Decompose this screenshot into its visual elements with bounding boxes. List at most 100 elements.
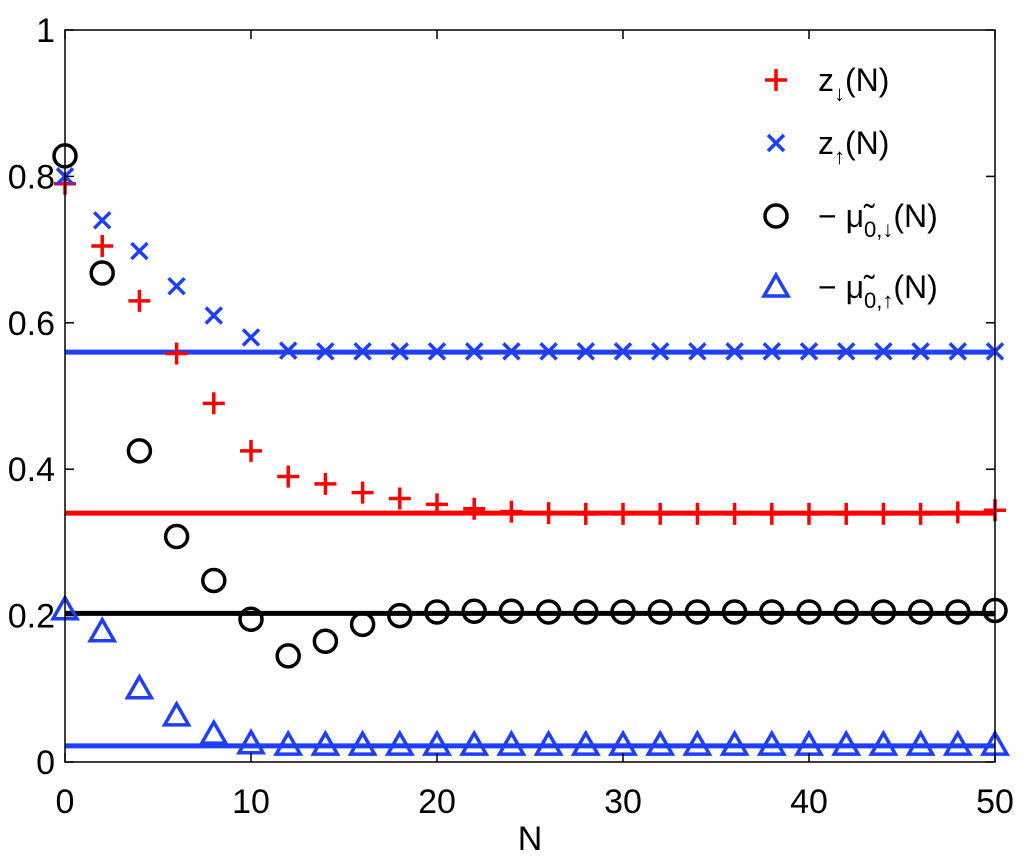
data-markers [49, 143, 1011, 756]
series-0-point-18 [723, 502, 746, 525]
y-tick-label: 0.8 [8, 158, 55, 196]
series-0-point-9 [388, 487, 411, 510]
series-0-point-13 [537, 502, 560, 525]
series-1-point-23 [911, 342, 930, 361]
series-0-point-16 [649, 502, 672, 525]
series-0-point-22 [872, 502, 895, 525]
series-2-point-13 [535, 599, 562, 625]
series-2-point-3 [163, 523, 190, 550]
series-0-point-21 [835, 502, 858, 525]
legend-item: − μ̃0,↓(N) [763, 198, 938, 242]
series-1-point-7 [316, 342, 335, 361]
legend-label-3: − μ̃0,↑(N) [818, 269, 938, 313]
legend-label-1: z↑(N) [818, 125, 889, 169]
series-1-point-18 [725, 342, 744, 361]
legend-marker-2 [763, 203, 789, 229]
series-3-point-19 [756, 729, 787, 756]
series-2-point-9 [387, 602, 413, 629]
series-3-point-24 [942, 729, 973, 756]
series-1-point-6 [278, 341, 298, 360]
series-1-point-1 [92, 211, 112, 230]
series-1-point-24 [948, 342, 968, 361]
series-0-point-17 [686, 502, 709, 525]
y-tick-label: 0.2 [8, 598, 55, 636]
y-tick-label: 0.4 [8, 451, 55, 489]
reference-lines [65, 349, 995, 749]
series-3-point-4 [198, 718, 229, 745]
series-2-point-14 [573, 599, 599, 625]
x-tick-label: 40 [790, 783, 828, 821]
series-3-point-7 [310, 729, 341, 756]
x-axis-label: N [518, 820, 543, 858]
series-0-point-3 [165, 342, 188, 365]
series-1-point-22 [874, 342, 893, 361]
series-0-point-7 [314, 472, 337, 495]
series-0-point-4 [202, 392, 225, 415]
series-2-point-21 [833, 599, 859, 625]
series-0-point-8 [351, 481, 374, 504]
series-3-point-11 [459, 729, 490, 756]
series-0-point-6 [277, 465, 300, 488]
series-2-point-17 [684, 599, 711, 625]
series-1-point-16 [650, 342, 670, 361]
series-0-point-11 [463, 497, 486, 520]
series-1-point-20 [799, 342, 819, 361]
series-1-point-12 [502, 342, 521, 361]
series-2-point-1 [89, 260, 115, 286]
series-1-point-8 [353, 342, 372, 361]
series-3-point-23 [905, 729, 936, 756]
series-2-point-4 [201, 567, 227, 594]
series-3-point-22 [868, 729, 899, 756]
series-2-point-22 [870, 599, 897, 625]
x-tick-label: 30 [604, 783, 642, 821]
x-tick-labels: 0 10 20 30 40 50 [56, 783, 1014, 821]
series-1-point-10 [427, 342, 447, 361]
x-tick-label: 50 [976, 783, 1014, 821]
legend-item: − μ̃0,↑(N) [760, 269, 938, 313]
series-1-point-3 [167, 276, 186, 296]
legend-marker-0 [765, 69, 787, 91]
series-2-point-24 [945, 599, 971, 625]
series-3-point-6 [273, 729, 304, 756]
series-2-point-12 [498, 598, 525, 624]
series-3-point-12 [496, 729, 527, 756]
series-1-point-11 [464, 342, 484, 361]
y-tick-labels: 0 0.2 0.4 0.6 0.8 1 [8, 12, 55, 782]
series-1-point-13 [539, 342, 558, 361]
series-0-point-14 [574, 502, 597, 525]
series-3-point-2 [124, 673, 155, 700]
series-3-point-8 [347, 729, 378, 756]
series-0-point-1 [91, 234, 114, 257]
series-2-point-6 [275, 643, 301, 669]
axis-ticks [64, 29, 996, 763]
y-tick-label: 0.6 [8, 305, 55, 343]
plot-frame [64, 29, 996, 763]
series-1-point-5 [241, 328, 261, 347]
series-1-point-2 [130, 241, 149, 261]
y-tick-label: 0 [36, 744, 55, 782]
series-1-point-4 [204, 306, 224, 325]
series-3-point-21 [831, 729, 862, 756]
x-tick-label: 0 [56, 783, 75, 821]
legend-marker-1 [766, 133, 786, 153]
series-0-point-19 [760, 502, 783, 525]
series-2-point-2 [126, 438, 153, 464]
series-1-point-14 [576, 342, 596, 361]
series-2-point-18 [721, 599, 748, 625]
legend-label-0: z↓(N) [818, 62, 889, 106]
series-3-point-13 [533, 729, 564, 756]
series-2-point-10 [424, 599, 450, 625]
legend-marker-3 [760, 271, 792, 298]
series-2-point-16 [647, 599, 673, 625]
series-3-point-5 [235, 728, 267, 755]
series-3-point-14 [570, 729, 601, 756]
series-3-point-16 [645, 729, 676, 756]
legend-label-2: − μ̃0,↓(N) [818, 198, 938, 242]
y-tick-label: 1 [36, 12, 55, 50]
series-2-point-19 [759, 599, 785, 625]
series-0-point-20 [798, 502, 820, 525]
series-0-point-12 [500, 500, 523, 523]
series-2-point-11 [461, 598, 487, 624]
x-tick-label: 20 [418, 783, 456, 821]
